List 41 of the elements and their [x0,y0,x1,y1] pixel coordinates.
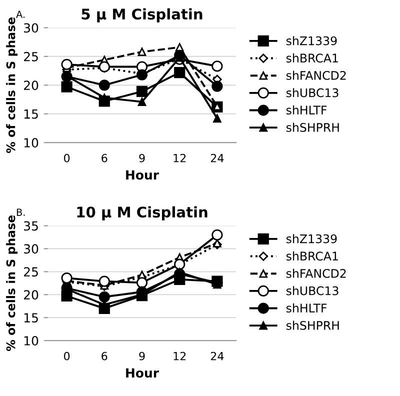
y-tick-label: 10 [24,138,38,148]
y-tick-label: 30 [24,244,38,254]
x-tick-label: 24 [210,154,224,162]
y-tick-label: 10 [24,336,38,346]
x-tick-label: 6 [102,154,108,162]
x-tick-label: 0 [64,352,70,360]
y-tick-label: 15 [24,109,38,119]
legend-label: shUBC13 [286,88,338,98]
x-tick-label: 6 [102,352,108,360]
y-axis-title: % of cells in S phase [6,215,18,352]
legend-label: shBRCA1 [286,251,338,261]
x-axis-title: Hour [126,368,160,378]
chart-title: 10 μ M Cisplatin [77,206,208,220]
x-tick-label: 12 [174,154,186,162]
legend-label: shSHPRH [286,122,339,132]
x-tick-label: 12 [174,352,186,360]
x-tick-label: 9 [139,154,145,162]
legend-label: shFANCD2 [286,70,346,80]
legend-label: shFANCD2 [286,268,346,278]
legend-label: shHLTF [286,303,327,313]
y-axis-title: % of cells in S phase [6,17,18,154]
legend-label: shHLTF [286,105,327,115]
x-tick-label: 24 [210,352,224,360]
y-tick-label: 30 [24,23,38,33]
legend-label: shBRCA1 [286,53,338,63]
y-tick-label: 35 [24,221,38,231]
legend-label: shSHPRH [286,320,339,330]
legend-label: shZ1339 [286,234,337,244]
x-tick-label: 9 [139,352,145,360]
legend-label: shUBC13 [286,286,338,296]
legend-label: shZ1339 [286,36,337,46]
y-tick-label: 20 [24,80,38,90]
y-tick-label: 25 [24,52,38,62]
y-tick-label: 20 [24,290,38,300]
y-tick-label: 15 [24,313,38,323]
text: A. [16,10,25,18]
text: B. [16,208,25,216]
y-tick-label: 25 [24,267,38,277]
x-axis-title: Hour [126,170,160,180]
chart-title: 5 μ M Cisplatin [82,8,202,22]
x-tick-label: 0 [64,154,70,162]
